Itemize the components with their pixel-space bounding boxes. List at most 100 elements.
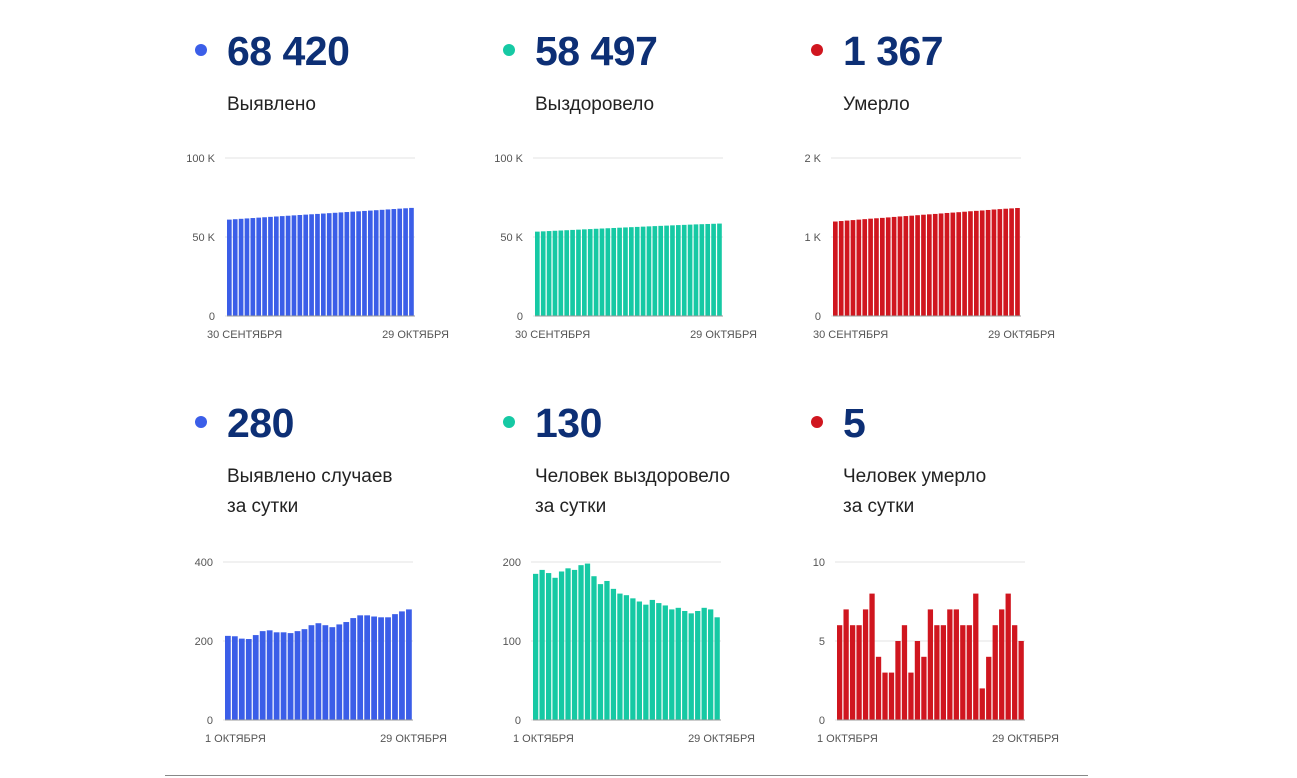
bar bbox=[399, 611, 405, 721]
x-tick-label: 29 ОКТЯБРЯ bbox=[688, 733, 755, 745]
bar bbox=[315, 623, 322, 720]
bar bbox=[934, 625, 940, 720]
bar bbox=[676, 225, 681, 316]
y-tick-label: 100 K bbox=[186, 153, 215, 165]
y-tick-label: 50 K bbox=[192, 232, 215, 244]
bar bbox=[610, 588, 617, 720]
bar bbox=[379, 209, 385, 316]
y-tick-label: 100 bbox=[503, 636, 521, 648]
bar bbox=[711, 223, 716, 316]
bar bbox=[888, 672, 895, 720]
bar bbox=[362, 210, 367, 316]
cumulative-recovered-chart: 0 50 K 100 K 30 СЕНТЯБРЯ 29 ОКТЯБРЯ bbox=[494, 153, 757, 341]
bar bbox=[891, 216, 897, 316]
bar bbox=[268, 216, 273, 316]
bar bbox=[591, 576, 597, 720]
bar bbox=[927, 609, 934, 720]
bar bbox=[245, 639, 252, 720]
bar bbox=[409, 207, 414, 316]
bar bbox=[558, 230, 564, 316]
bar bbox=[303, 214, 309, 316]
bar bbox=[992, 625, 998, 720]
bar bbox=[843, 609, 849, 720]
daily-deaths-value: 5 bbox=[843, 400, 866, 446]
bar bbox=[558, 571, 565, 720]
daily-deaths-label: Человек умерло за сутки bbox=[843, 462, 986, 522]
bar bbox=[623, 595, 630, 720]
bar bbox=[869, 593, 875, 720]
bar bbox=[552, 577, 558, 720]
bar bbox=[986, 656, 992, 720]
bar bbox=[630, 598, 636, 720]
bar bbox=[392, 614, 398, 720]
label-line: Человек выздоровело bbox=[535, 466, 731, 487]
x-tick-label: 1 ОКТЯБРЯ bbox=[817, 733, 878, 745]
bar bbox=[540, 231, 546, 316]
bar bbox=[571, 569, 578, 720]
bar bbox=[962, 211, 967, 316]
bar bbox=[297, 215, 303, 316]
x-tick-label: 30 СЕНТЯБРЯ bbox=[207, 329, 282, 341]
bar bbox=[350, 618, 357, 720]
bar bbox=[669, 609, 675, 720]
bar bbox=[539, 569, 545, 720]
bar bbox=[364, 615, 371, 720]
bar bbox=[656, 603, 662, 720]
bar bbox=[850, 220, 856, 316]
bar bbox=[617, 593, 623, 720]
bar bbox=[927, 214, 932, 316]
cumulative-cases-chart: 0 50 K 100 K 30 СЕНТЯБРЯ 29 ОКТЯБРЯ bbox=[186, 153, 449, 341]
bar bbox=[714, 617, 720, 720]
bar bbox=[256, 217, 262, 316]
label-line: Умерло bbox=[843, 94, 910, 115]
bar bbox=[636, 601, 642, 720]
bar bbox=[999, 609, 1005, 720]
bar bbox=[605, 228, 611, 316]
bar bbox=[565, 568, 571, 720]
bar bbox=[403, 208, 408, 316]
daily-recovered-value: 130 bbox=[535, 400, 602, 446]
bar bbox=[244, 218, 250, 316]
y-tick-label: 10 bbox=[813, 557, 825, 569]
y-tick-label: 0 bbox=[517, 311, 523, 323]
x-tick-label: 1 ОКТЯБРЯ bbox=[513, 733, 574, 745]
total-recovered-label: Выздоровело bbox=[535, 90, 654, 120]
teal-dot-icon bbox=[503, 416, 515, 428]
bar bbox=[545, 573, 552, 720]
bar bbox=[880, 217, 885, 316]
x-tick-label: 29 ОКТЯБРЯ bbox=[988, 329, 1055, 341]
bar bbox=[238, 218, 244, 316]
bar bbox=[682, 610, 688, 720]
bar bbox=[844, 220, 850, 316]
total-cases-value: 68 420 bbox=[227, 28, 350, 74]
label-line: Человек умерло bbox=[843, 466, 987, 487]
bar bbox=[576, 229, 581, 316]
bar bbox=[322, 625, 329, 720]
bar bbox=[343, 622, 350, 720]
bar bbox=[294, 631, 301, 721]
bar bbox=[856, 219, 862, 316]
y-tick-label: 5 bbox=[819, 636, 825, 648]
y-tick-label: 0 bbox=[815, 311, 821, 323]
bar bbox=[535, 231, 540, 316]
bar bbox=[932, 213, 938, 316]
bar bbox=[688, 613, 694, 720]
bar bbox=[681, 224, 687, 316]
bar bbox=[357, 615, 364, 720]
bar bbox=[875, 656, 882, 720]
bar bbox=[617, 227, 622, 316]
bar bbox=[385, 617, 391, 720]
bar bbox=[701, 607, 707, 720]
bar bbox=[956, 212, 962, 316]
total-recovered-value: 58 497 bbox=[535, 28, 658, 74]
bar bbox=[1009, 208, 1014, 316]
bar bbox=[344, 212, 350, 316]
bar bbox=[652, 226, 658, 316]
bar bbox=[315, 213, 320, 316]
bar bbox=[1012, 625, 1018, 720]
bar bbox=[903, 216, 909, 316]
bar bbox=[953, 609, 959, 720]
label-line: за сутки bbox=[227, 496, 299, 517]
y-tick-label: 200 bbox=[195, 636, 213, 648]
bar bbox=[250, 218, 256, 316]
